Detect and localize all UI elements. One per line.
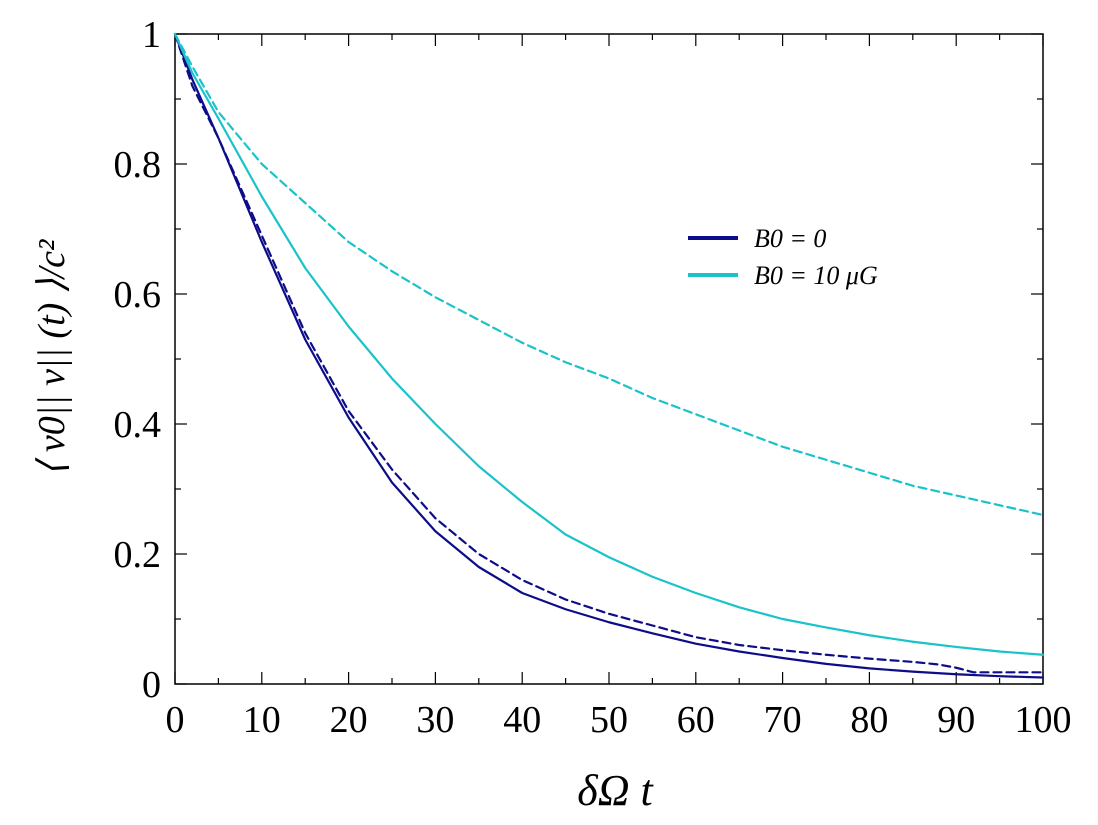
x-tick-label: 60 [677, 699, 715, 741]
x-tick-label: 0 [166, 699, 185, 741]
series-line-1-solid [173, 32, 1045, 679]
series-layer [173, 32, 1045, 679]
y-tick-label: 0.4 [114, 404, 162, 446]
series-line-2-dashed [173, 32, 1045, 674]
tick-labels: 0 10 20 30 40 50 60 70 80 90 100 0 0.2 0.4 0.6 0.8 1 [114, 14, 1072, 741]
axis-ticks [174, 33, 1044, 685]
x-tick-label: 70 [764, 699, 802, 741]
y-tick-label: 0 [142, 664, 161, 706]
y-tick-label: 0.2 [114, 534, 162, 576]
x-tick-label: 10 [243, 699, 281, 741]
x-tick-label: 30 [416, 699, 454, 741]
plot-frame [174, 33, 1044, 685]
x-tick-label: 80 [850, 699, 888, 741]
y-tick-label: 1 [142, 14, 161, 56]
y-tick-label: 0.8 [114, 144, 162, 186]
x-tick-label: 20 [330, 699, 368, 741]
y-axis-title: ⟨ v0|| v|| (t) ⟩/c² [31, 239, 73, 476]
x-tick-label: 40 [503, 699, 541, 741]
legend-label-b0-10: B0 = 10 μG [754, 261, 878, 290]
series-line-3-solid [173, 32, 1045, 656]
legend-label-b0-0: B0 = 0 [754, 224, 826, 253]
x-tick-label: 90 [937, 699, 975, 741]
x-tick-label: 50 [590, 699, 628, 741]
legend: B0 = 0 B0 = 10 μG [688, 224, 878, 290]
x-tick-label: 100 [1015, 699, 1072, 741]
series-line-4-dashed [173, 32, 1045, 517]
y-tick-label: 0.6 [114, 274, 162, 316]
x-axis-title: δΩ t [577, 766, 654, 815]
